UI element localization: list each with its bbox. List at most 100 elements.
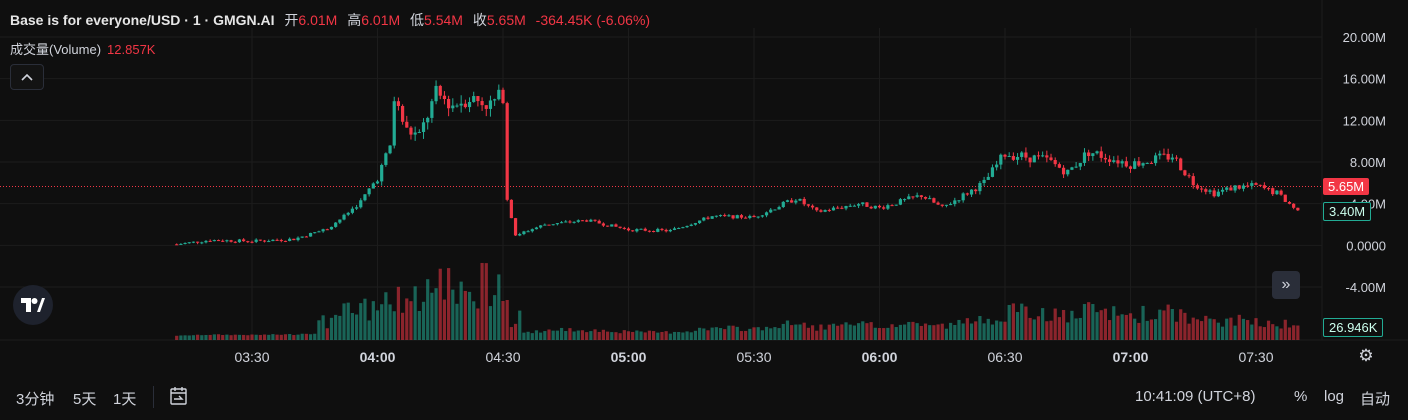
candle-body — [1162, 153, 1166, 155]
volume-bar — [363, 298, 367, 340]
volume-bar — [773, 327, 777, 340]
volume-bar — [831, 323, 836, 340]
candle-body — [953, 200, 957, 205]
volume-bar — [995, 320, 999, 340]
range-1d-button[interactable]: 1天 — [113, 391, 137, 408]
volume-bar — [1041, 308, 1045, 340]
candle-body — [534, 227, 539, 230]
candle-body — [806, 204, 810, 206]
candle-body — [325, 229, 329, 231]
candle-body — [313, 232, 317, 234]
gear-icon[interactable]: ⚙ — [1358, 346, 1374, 365]
candle-body — [1271, 188, 1275, 195]
range-5d-button[interactable]: 5天 — [73, 391, 97, 408]
volume-bar — [1237, 314, 1241, 340]
candle-body — [233, 241, 237, 243]
candle-body — [844, 205, 848, 209]
volume-bar — [819, 324, 823, 340]
volume-bar — [840, 324, 844, 340]
volume-bar — [735, 326, 739, 340]
volume-bar — [677, 331, 681, 340]
candle-body — [898, 199, 903, 205]
candle-body — [242, 239, 246, 242]
volume-bar — [978, 316, 982, 340]
log-toggle[interactable]: log — [1324, 388, 1345, 405]
volume-bar — [785, 320, 790, 340]
candle-body — [283, 240, 288, 242]
candle-body — [321, 229, 325, 232]
volume-bar — [1149, 319, 1154, 340]
volume-bar — [911, 321, 915, 340]
candle-body — [965, 193, 969, 195]
volume-bar — [1137, 322, 1141, 340]
candle-body — [564, 221, 568, 223]
volume-bar — [1254, 318, 1258, 340]
volume-bar — [1216, 322, 1220, 340]
candle-body — [396, 101, 401, 106]
candle-body — [1120, 161, 1124, 164]
bottom-toolbar: 3分钟 5天 1天 10:41:09 (UTC+8) % log 自动 — [0, 376, 1408, 420]
candle-body — [1166, 153, 1170, 160]
candle-body — [1229, 187, 1233, 191]
candle-body — [1045, 155, 1049, 158]
volume-bar — [718, 328, 723, 340]
volume-bar — [334, 314, 338, 340]
candle-body — [861, 202, 865, 205]
candle-body — [718, 215, 723, 217]
candle-body — [693, 223, 698, 225]
candle-body — [932, 198, 936, 203]
candle-body — [187, 242, 191, 244]
volume-bar — [484, 263, 488, 340]
volume-bar — [856, 323, 861, 340]
volume-bar — [371, 301, 375, 340]
candle-body — [1107, 159, 1112, 162]
volume-bar — [643, 332, 647, 340]
candle-body — [777, 207, 781, 210]
candle-body — [702, 217, 706, 221]
candle-body — [451, 105, 455, 109]
clock-timezone[interactable]: 10:41:09 (UTC+8) — [1135, 388, 1256, 405]
volume-bar — [944, 328, 949, 340]
volume-bar — [605, 331, 610, 340]
volume-bar — [580, 330, 585, 340]
volume-bar — [1116, 315, 1120, 340]
candle-body — [1246, 185, 1250, 187]
candle-body — [856, 204, 861, 206]
auto-scale-toggle[interactable]: 自动 — [1360, 391, 1391, 408]
candle-body — [890, 205, 894, 207]
tradingview-logo[interactable] — [13, 285, 53, 325]
candle-body — [706, 217, 710, 219]
collapse-legend-button[interactable] — [10, 64, 44, 90]
volume-bar — [196, 334, 200, 340]
candle-body — [484, 105, 488, 109]
volume-bar — [434, 288, 438, 340]
candle-body — [384, 153, 388, 165]
volume-bar — [986, 318, 990, 340]
volume-bar — [1275, 326, 1279, 340]
candle-body — [455, 105, 459, 107]
volume-bar — [949, 322, 953, 340]
candle-body — [773, 209, 777, 211]
volume-bar — [175, 335, 179, 340]
candle-body — [1087, 152, 1091, 157]
candle-body — [191, 241, 196, 243]
candle-body — [1220, 189, 1225, 192]
volume-bar — [296, 334, 300, 340]
candle-body — [463, 103, 467, 108]
volume-bar — [417, 310, 421, 340]
price-chart[interactable]: 20.00M16.00M12.00M8.00M4.00M0.0000-4.00M… — [0, 0, 1408, 376]
volume-bar — [250, 334, 254, 340]
scroll-to-realtime-button[interactable]: » — [1272, 271, 1300, 299]
volume-bar — [292, 335, 296, 340]
candle-body — [430, 101, 434, 118]
volume-bar — [647, 330, 652, 340]
volume-bar — [869, 322, 873, 340]
volume-bar — [974, 321, 978, 340]
interval-3m-button[interactable]: 3分钟 — [16, 391, 55, 408]
volume-bar — [1087, 302, 1091, 340]
volume-bar — [555, 330, 559, 340]
percent-toggle[interactable]: % — [1294, 388, 1308, 405]
volume-bar — [1292, 325, 1296, 340]
calendar-range-icon[interactable] — [168, 385, 190, 411]
candle-body — [434, 85, 438, 102]
